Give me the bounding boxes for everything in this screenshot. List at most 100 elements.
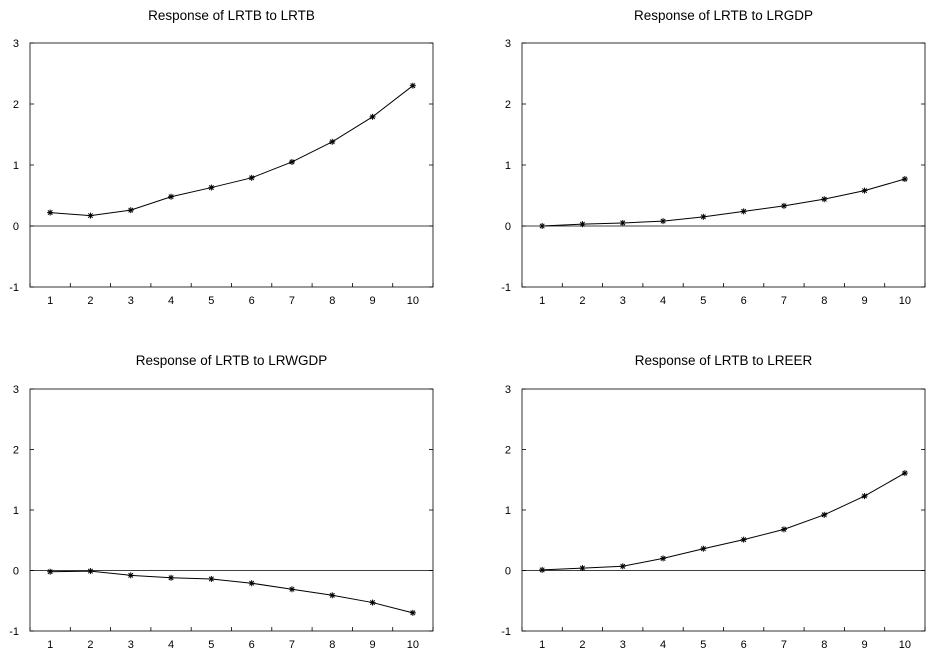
data-point: [369, 113, 376, 120]
data-point: [700, 213, 707, 220]
x-tick-label: 4: [168, 295, 174, 307]
data-point: [409, 82, 416, 89]
data-point: [700, 545, 707, 552]
series-line: [542, 472, 906, 571]
y-tick-label: 0: [505, 221, 511, 233]
data-point: [208, 184, 215, 191]
x-tick-label: 2: [87, 295, 93, 307]
x-tick-label: 2: [87, 639, 93, 651]
y-tick-label: 2: [13, 99, 19, 111]
data-point: [619, 563, 626, 570]
y-tick-label: 0: [13, 566, 19, 578]
x-tick-label: 10: [407, 639, 419, 651]
y-tick-label: 2: [505, 99, 511, 111]
x-tick-label: 1: [47, 295, 53, 307]
x-tick-label: 4: [660, 295, 666, 307]
x-tick-label: 10: [899, 295, 911, 307]
x-tick-label: 6: [249, 639, 255, 651]
data-point: [619, 219, 626, 226]
data-point: [87, 568, 94, 575]
x-tick-label: 8: [329, 295, 335, 307]
y-tick-label: -1: [9, 282, 19, 294]
series-line: [50, 85, 414, 217]
data-point: [901, 470, 908, 477]
x-tick-label: 8: [821, 639, 827, 651]
y-tick-label: 3: [505, 38, 511, 50]
y-tick-label: -1: [501, 626, 511, 638]
data-point: [127, 572, 134, 579]
y-tick-label: 2: [505, 445, 511, 457]
x-tick-label: 5: [700, 639, 706, 651]
x-tick-label: 5: [700, 295, 706, 307]
chart-panel-2: Response of LRTB to LRGDP -1 0 1 2 3 1 2 3 4 5 6 7 8 9…: [501, 8, 926, 307]
data-point: [821, 511, 828, 518]
plot-frame: [29, 388, 434, 632]
data-point: [168, 193, 175, 200]
data-point: [821, 196, 828, 203]
data-point: [660, 218, 667, 225]
chart-panel-3: Response of LRTB to LRWGDP -1 0 1 2 3 1 2 3 4 5 6 7 8…: [9, 353, 434, 651]
x-tick-label: 7: [781, 295, 787, 307]
chart-title: Response of LRTB to LREER: [635, 353, 813, 368]
series-line: [542, 178, 905, 227]
data-point: [127, 207, 134, 214]
y-tick-label: 0: [13, 221, 19, 233]
y-tick-label: 1: [505, 160, 511, 172]
data-point: [208, 575, 215, 582]
x-tick-label: 8: [821, 295, 827, 307]
data-point: [369, 599, 376, 606]
y-tick-label: 1: [13, 505, 19, 517]
data-point: [579, 565, 586, 572]
x-tick-label: 7: [781, 639, 787, 651]
chart-title: Response of LRTB to LRTB: [148, 8, 315, 23]
y-tick-label: 3: [13, 384, 19, 396]
data-point: [47, 568, 54, 575]
x-tick-label: 3: [620, 639, 626, 651]
data-point: [901, 176, 908, 183]
data-point: [539, 223, 546, 229]
x-tick-label: 6: [249, 295, 255, 307]
x-tick-label: 9: [369, 639, 375, 651]
data-point: [861, 187, 868, 194]
x-tick-label: 2: [579, 295, 585, 307]
plot-frame: [29, 42, 434, 288]
plot-frame: [521, 388, 926, 632]
data-point: [579, 221, 586, 228]
x-tick-label: 4: [660, 639, 666, 651]
x-tick-label: 6: [741, 295, 747, 307]
y-tick-label: 1: [13, 160, 19, 172]
x-tick-label: 9: [369, 295, 375, 307]
x-tick-label: 4: [168, 639, 174, 651]
data-point: [539, 566, 546, 573]
chart-title: Response of LRTB to LRGDP: [634, 8, 813, 23]
x-tick-label: 5: [208, 639, 214, 651]
x-tick-label: 1: [47, 639, 53, 651]
x-tick-label: 6: [741, 639, 747, 651]
y-tick-label: -1: [501, 282, 511, 294]
data-point: [329, 138, 336, 145]
data-point: [740, 536, 747, 543]
data-point: [861, 493, 868, 500]
chart-panel-1: Response of LRTB to LRTB -1 0 1 2 3 1 2 3 4 5 6 7 8 9 1…: [9, 8, 434, 307]
data-point: [329, 592, 336, 599]
series-line: [50, 570, 413, 614]
data-point: [168, 574, 175, 581]
data-point: [660, 555, 667, 562]
y-tick-label: 0: [505, 566, 511, 578]
y-tick-label: 3: [505, 384, 511, 396]
data-point: [740, 208, 747, 215]
x-tick-label: 2: [579, 639, 585, 651]
plot-frame: [521, 42, 926, 288]
y-tick-label: -1: [9, 626, 19, 638]
x-tick-label: 7: [289, 639, 295, 651]
x-tick-label: 3: [128, 639, 134, 651]
y-tick-label: 1: [505, 505, 511, 517]
x-tick-label: 7: [289, 295, 295, 307]
data-point: [87, 212, 94, 219]
x-tick-label: 5: [208, 295, 214, 307]
x-tick-label: 1: [539, 295, 545, 307]
x-tick-label: 10: [407, 295, 419, 307]
x-tick-label: 10: [899, 639, 911, 651]
data-point: [780, 202, 787, 209]
